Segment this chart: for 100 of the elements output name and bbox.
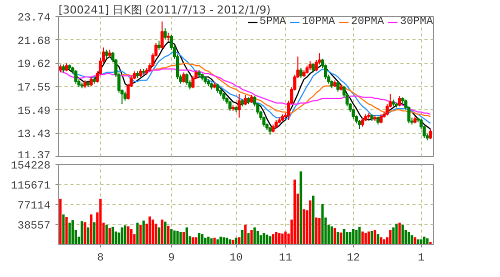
legend-label: 30PMA <box>400 16 433 28</box>
bar <box>93 222 96 244</box>
bar <box>342 228 346 244</box>
bar <box>222 237 226 244</box>
candlestick <box>299 67 302 79</box>
bar <box>370 231 374 244</box>
bar <box>272 234 274 244</box>
bar <box>124 225 126 244</box>
bar <box>213 238 216 244</box>
candlestick <box>74 70 78 84</box>
bar <box>136 222 139 244</box>
bar <box>139 224 142 244</box>
bar <box>346 232 348 244</box>
legend-label: 20PMA <box>350 16 384 28</box>
candlestick <box>185 73 188 86</box>
bar <box>142 220 145 244</box>
bar <box>210 238 213 244</box>
bar <box>158 227 160 244</box>
bar <box>238 237 240 244</box>
bar <box>186 227 188 244</box>
bar <box>250 230 253 244</box>
bar <box>226 238 228 244</box>
bar <box>361 232 364 244</box>
bar <box>59 198 62 244</box>
bar <box>380 237 382 244</box>
bar <box>207 236 210 244</box>
bar <box>200 234 204 244</box>
bar <box>389 230 392 244</box>
candlestick <box>216 83 220 94</box>
bar <box>355 230 358 244</box>
bar <box>408 232 410 244</box>
y-tick-label: 19.62 <box>17 59 51 72</box>
y-tick-label: 154228 <box>10 160 51 172</box>
bar <box>182 232 185 244</box>
y-tick-label: 13.43 <box>17 129 51 142</box>
bar <box>274 232 278 244</box>
candlestick <box>157 40 161 50</box>
y-tick-label: 21.68 <box>17 36 51 48</box>
y-tick-label: 77114 <box>17 200 51 212</box>
bar <box>266 234 268 244</box>
bar <box>241 230 244 244</box>
legend-label: 10PMA <box>302 16 335 28</box>
bar <box>302 209 306 244</box>
bar <box>154 224 158 244</box>
y-tick-label: 23.74 <box>17 12 51 24</box>
y-tick-label: 115671 <box>10 180 51 192</box>
bar <box>368 232 370 244</box>
bar <box>330 226 333 244</box>
bar <box>334 228 336 244</box>
bar <box>84 222 86 244</box>
bar <box>284 232 287 244</box>
bar <box>278 233 281 244</box>
chart-title: [300241] 日K图 (2011/7/13 - 2012/1/9) <box>58 4 271 16</box>
bar <box>308 200 312 244</box>
bar <box>247 233 250 244</box>
candlestick <box>238 93 241 118</box>
bar <box>105 224 108 244</box>
bar <box>352 228 355 244</box>
bar <box>423 236 426 244</box>
x-tick-label: 1 <box>418 252 425 264</box>
bar <box>401 224 404 244</box>
bar <box>293 180 296 244</box>
bar <box>336 232 340 244</box>
bar <box>179 232 182 244</box>
bar <box>260 235 262 244</box>
bar <box>192 237 194 244</box>
bar <box>160 220 164 244</box>
bar <box>398 222 401 244</box>
bar <box>170 228 173 244</box>
bar <box>62 214 65 244</box>
bar <box>244 224 247 244</box>
x-tick-label: 12 <box>346 252 360 264</box>
x-tick-label: 10 <box>230 252 243 264</box>
x-tick-label: 11 <box>278 252 292 264</box>
candlestick <box>379 114 383 124</box>
bar <box>120 227 124 244</box>
bar <box>90 214 92 244</box>
bar <box>173 230 176 244</box>
bar <box>219 236 222 244</box>
bar <box>71 220 74 244</box>
bar <box>130 228 133 244</box>
candlestick <box>182 72 186 84</box>
bar <box>194 237 198 244</box>
bar <box>300 171 302 244</box>
bar <box>315 218 318 244</box>
x-tick-label: 8 <box>97 252 104 264</box>
candlestick <box>358 119 362 130</box>
candlestick <box>90 76 93 86</box>
bar <box>126 226 130 244</box>
candlestick <box>124 91 127 102</box>
bar <box>426 238 429 244</box>
bar <box>374 230 376 244</box>
bar <box>364 233 367 244</box>
bar <box>167 226 170 244</box>
y-tick-label: 38557 <box>17 220 51 232</box>
bar <box>148 216 152 244</box>
candlestick <box>160 20 164 50</box>
bar <box>68 222 71 244</box>
bar <box>256 231 259 244</box>
bar <box>164 222 166 244</box>
